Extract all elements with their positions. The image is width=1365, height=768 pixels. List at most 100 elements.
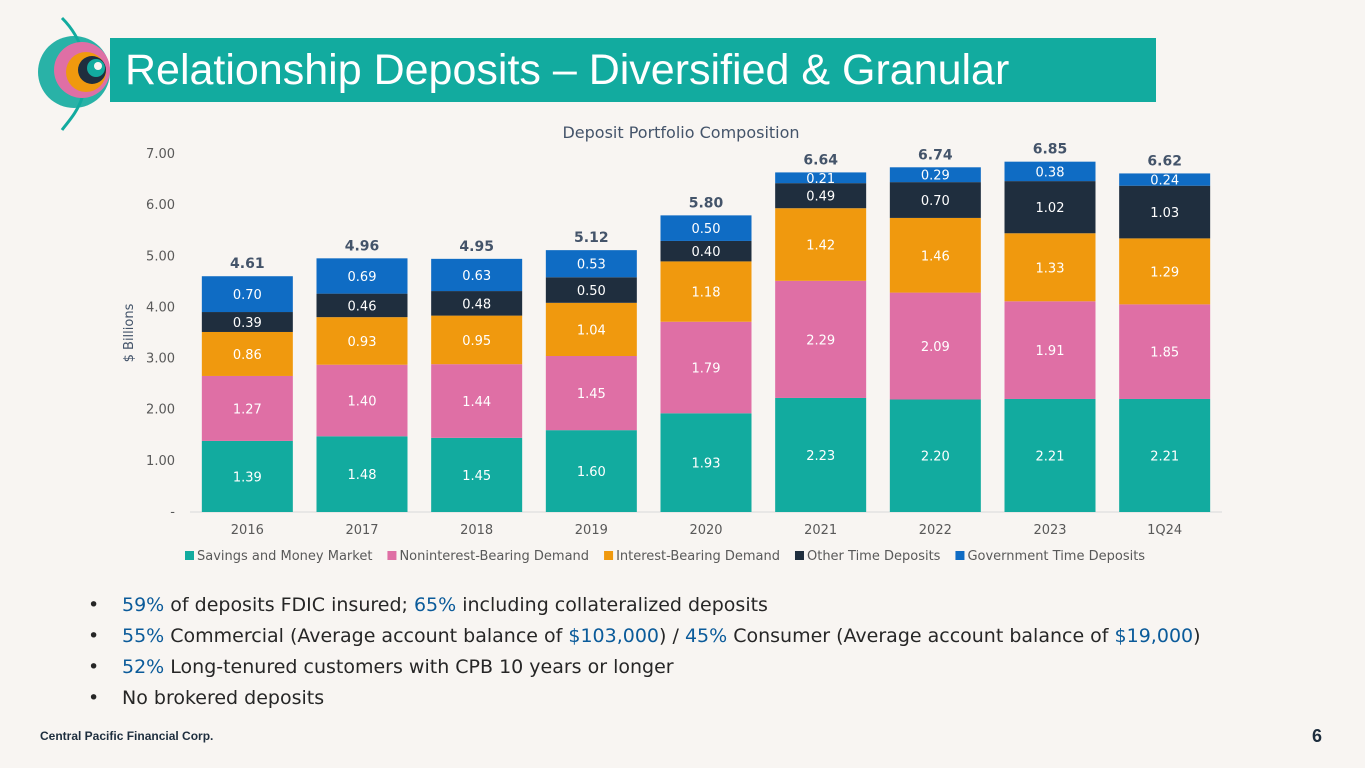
chart-title: Deposit Portfolio Composition (562, 123, 799, 142)
data-label: 0.48 (462, 297, 491, 312)
data-label: 1.44 (462, 395, 491, 410)
data-label: 0.50 (692, 222, 721, 237)
legend-swatch (185, 551, 194, 560)
bar-segment (1119, 238, 1211, 305)
bar-segment (316, 258, 408, 294)
bullet-text: ) (1193, 625, 1201, 647)
data-label: 0.86 (233, 348, 262, 363)
bullet-text: ) / (659, 625, 685, 647)
bar-segment (1119, 185, 1211, 239)
x-tick-label: 2022 (919, 523, 952, 538)
bullet-highlight: 45% (684, 625, 728, 647)
bar-segment (545, 302, 637, 357)
legend-label: Interest-Bearing Demand (616, 549, 780, 564)
bar-segment (545, 250, 637, 278)
bar-segment (545, 430, 637, 512)
bullet-item: • 52% Long-tenured customers with CPB 10 … (88, 652, 1201, 683)
data-label: 0.95 (462, 334, 491, 349)
data-label: 2.09 (921, 340, 950, 355)
total-label: 6.62 (1147, 153, 1182, 169)
data-label: 1.02 (1036, 201, 1065, 216)
bullet-highlight: 59% (122, 594, 165, 616)
x-tick-label: 2020 (689, 523, 722, 538)
data-label: 0.50 (577, 284, 606, 299)
data-label: 0.21 (806, 172, 835, 187)
data-label: 1.93 (692, 457, 721, 472)
data-label: 2.29 (806, 333, 835, 348)
total-label: 6.85 (1033, 142, 1068, 158)
bar-segment (316, 293, 408, 318)
bullet-text: Consumer (Average account balance of (727, 625, 1115, 647)
legend-swatch (955, 551, 965, 560)
bar-segment (431, 364, 523, 438)
data-label: 0.63 (462, 269, 491, 284)
bullet-highlight: 65% (413, 594, 457, 616)
data-label: 1.18 (692, 286, 721, 301)
bullet-marker: • (88, 594, 100, 616)
data-label: 0.49 (806, 190, 835, 205)
bar-segment (316, 436, 408, 512)
data-label: 1.40 (348, 395, 377, 410)
data-label: 1.45 (462, 469, 491, 484)
total-label: 5.12 (574, 230, 609, 246)
bullet-highlight: 52% (122, 656, 165, 678)
bar-segment (201, 276, 293, 313)
bullet-list: • 59% of deposits FDIC insured; 65% inclu… (88, 590, 1201, 714)
bar-segment (201, 375, 293, 441)
data-label: 0.93 (348, 335, 377, 350)
page-title: Relationship Deposits – Diversified & Gr… (125, 46, 1010, 94)
bar-segment (660, 321, 752, 414)
data-label: 1.60 (577, 465, 606, 480)
bullet-marker: • (88, 656, 100, 678)
y-tick-label: 7.00 (146, 147, 175, 162)
y-tick-label: 5.00 (146, 249, 175, 264)
title-band (110, 38, 1156, 102)
data-label: 2.21 (1036, 449, 1065, 464)
data-label: 1.04 (577, 323, 606, 338)
data-label: 2.21 (1150, 449, 1179, 464)
legend-label: Savings and Money Market (197, 549, 372, 564)
x-tick-label: 2019 (575, 523, 608, 538)
bar-segment (545, 356, 637, 431)
total-label: 6.64 (803, 152, 838, 168)
y-tick-label: 6.00 (146, 198, 175, 213)
bullet-marker: • (88, 687, 100, 709)
bullet-item: • 55% Commercial (Average account balance… (88, 621, 1201, 652)
bar-segment (889, 217, 981, 293)
bar-segment (660, 215, 752, 241)
data-label: 1.79 (692, 362, 721, 377)
bullet-item: • 59% of deposits FDIC insured; 65% inclu… (88, 590, 1201, 621)
bullet-highlight: $103,000 (568, 625, 660, 647)
bar-segment (1119, 173, 1211, 186)
legend-label: Other Time Deposits (807, 549, 941, 564)
axis-layer: - 1.00 2.00 3.00 4.00 5.00 6.00 7.00 2016 2017 201… (146, 147, 1222, 538)
bar-segment (1004, 181, 1096, 234)
bar-segment (660, 261, 752, 322)
bar-segment (889, 399, 981, 512)
bar-segment (431, 291, 523, 316)
data-label: 1.03 (1150, 206, 1179, 221)
x-tick-label: 2016 (231, 523, 264, 538)
bar-segment (316, 317, 408, 365)
data-label: 1.46 (921, 249, 950, 264)
bullet-item: • No brokered deposits (88, 683, 1201, 714)
bar-segment (775, 183, 867, 209)
x-tick-label: 2018 (460, 523, 493, 538)
data-label: 0.38 (1036, 165, 1065, 180)
bar-segment (775, 208, 867, 281)
bullet-highlight: $19,000 (1114, 625, 1194, 647)
bullet-text: including collateralized deposits (456, 594, 768, 616)
data-label: 2.23 (806, 449, 835, 464)
bar-segment (660, 240, 752, 262)
total-label: 6.74 (918, 147, 953, 163)
deposit-composition-chart: Deposit Portfolio Composition $ Billions… (122, 123, 1222, 564)
data-label: 1.42 (806, 239, 835, 254)
bar-segment (775, 280, 867, 398)
data-label: 0.24 (1150, 174, 1179, 189)
bar-segment (1004, 301, 1096, 399)
bullet-highlight: 55% (122, 625, 165, 647)
total-label: 4.96 (345, 238, 380, 254)
bullet-text: No brokered deposits (122, 687, 325, 709)
x-tick-label: 2023 (1033, 523, 1066, 538)
bullet-text: Commercial (Average account balance of (164, 625, 569, 647)
